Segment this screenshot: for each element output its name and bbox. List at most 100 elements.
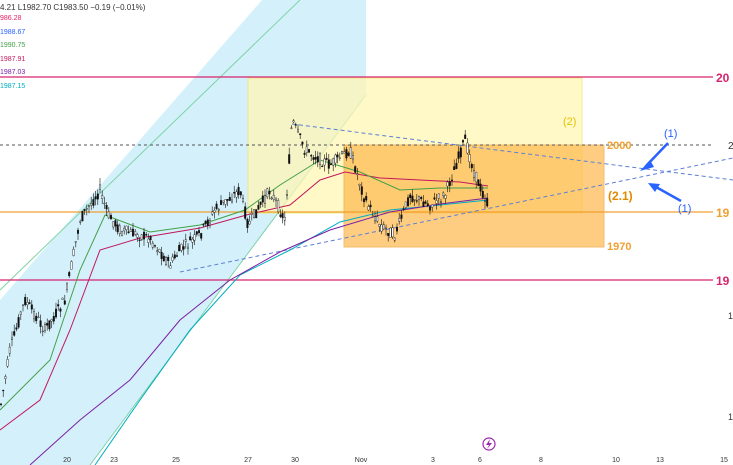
candle-body [470, 164, 473, 169]
candle-body [259, 201, 262, 205]
candle-body [180, 243, 183, 251]
candle-body [325, 157, 328, 160]
candle-body [98, 184, 101, 190]
wave-2-label: (2) [563, 116, 576, 128]
ma-purple-line [29, 197, 489, 465]
candle-body [182, 246, 185, 250]
candle-body [211, 211, 214, 215]
candle-body [308, 149, 311, 153]
candle-body [101, 195, 104, 199]
candle-body [28, 302, 31, 304]
candle-body [19, 311, 22, 315]
candle-body [90, 202, 93, 206]
candle-body [248, 221, 251, 225]
candle-body [314, 157, 317, 160]
candle-body [279, 214, 282, 217]
candle-body [202, 224, 205, 226]
candle-body [127, 231, 130, 234]
candle-body [387, 233, 390, 236]
candle-body [376, 216, 379, 222]
candle-body [369, 204, 372, 208]
candle-body [171, 256, 174, 261]
candle-body [345, 149, 348, 159]
candle-body [213, 209, 216, 213]
candle-body [151, 242, 154, 248]
candle-body [39, 320, 42, 327]
candle-body [189, 236, 192, 241]
candle-body [246, 219, 249, 228]
candle-body [37, 316, 40, 318]
candle-body [72, 248, 75, 256]
candle-body [385, 227, 388, 230]
candle-body [323, 158, 326, 166]
candle-body [404, 201, 407, 208]
candle-body [468, 154, 471, 163]
candle-body [486, 198, 489, 207]
candle-body [206, 219, 209, 227]
candle-body [444, 194, 447, 199]
candle-body [479, 183, 482, 192]
candle-body [413, 199, 416, 201]
candle-body [169, 265, 172, 269]
candle-body [109, 214, 112, 220]
x-tick-label: 27 [244, 457, 252, 464]
candle-body [241, 198, 244, 202]
candle-body [250, 212, 253, 215]
candle-body [83, 209, 86, 211]
candle-body [79, 221, 82, 223]
candle-body [378, 224, 381, 227]
candle-body [92, 199, 95, 206]
axis-label-low: 1 [728, 412, 733, 422]
candle-body [235, 191, 238, 198]
candle-body [134, 231, 137, 235]
candle-body [466, 142, 469, 154]
axis-label-magenta-bottom: 19 [716, 274, 730, 288]
candle-body [270, 197, 273, 200]
candle-body [264, 195, 267, 204]
lightning-icon[interactable] [482, 437, 496, 451]
candle-body [319, 152, 322, 165]
candle-body [446, 181, 449, 187]
candle-body [230, 199, 233, 203]
candle-body [244, 206, 247, 219]
candle-body [371, 215, 374, 217]
candle-body [10, 337, 13, 340]
candle-body [426, 203, 429, 206]
candle-body [360, 186, 363, 195]
candle-body [341, 151, 344, 154]
x-tick-label: 3 [431, 457, 435, 464]
candle-body [288, 154, 291, 164]
arrow-lower [648, 183, 682, 203]
candle-body [59, 308, 62, 312]
axis-label-magenta-top: 20 [716, 71, 730, 85]
candle-body [303, 152, 306, 155]
wave-1-top-label: (1) [664, 128, 677, 140]
candle-body [422, 201, 425, 207]
candle-body [409, 194, 412, 199]
candle-body [208, 220, 211, 224]
candle-body [358, 184, 361, 186]
candle-body [114, 220, 117, 227]
candle-body [191, 238, 194, 243]
candle-body [442, 192, 445, 196]
candle-body [424, 201, 427, 204]
candle-body [266, 188, 269, 198]
level-1970-label: 1970 [607, 241, 631, 253]
candle-body [0, 403, 2, 405]
candle-body [15, 327, 18, 330]
candle-body [347, 152, 350, 156]
candle-body [175, 255, 178, 257]
candle-body [22, 304, 25, 306]
candle-body [396, 226, 399, 232]
wave-2-1-label: (2.1) [608, 189, 633, 203]
candle-body [24, 296, 27, 306]
candle-body [453, 166, 456, 171]
candle-body [118, 225, 121, 234]
candle-body [356, 173, 359, 175]
candle-body [8, 346, 11, 354]
candle-body [481, 191, 484, 198]
candle-body [156, 250, 159, 252]
candle-body [435, 200, 438, 204]
candle-body [398, 218, 401, 222]
